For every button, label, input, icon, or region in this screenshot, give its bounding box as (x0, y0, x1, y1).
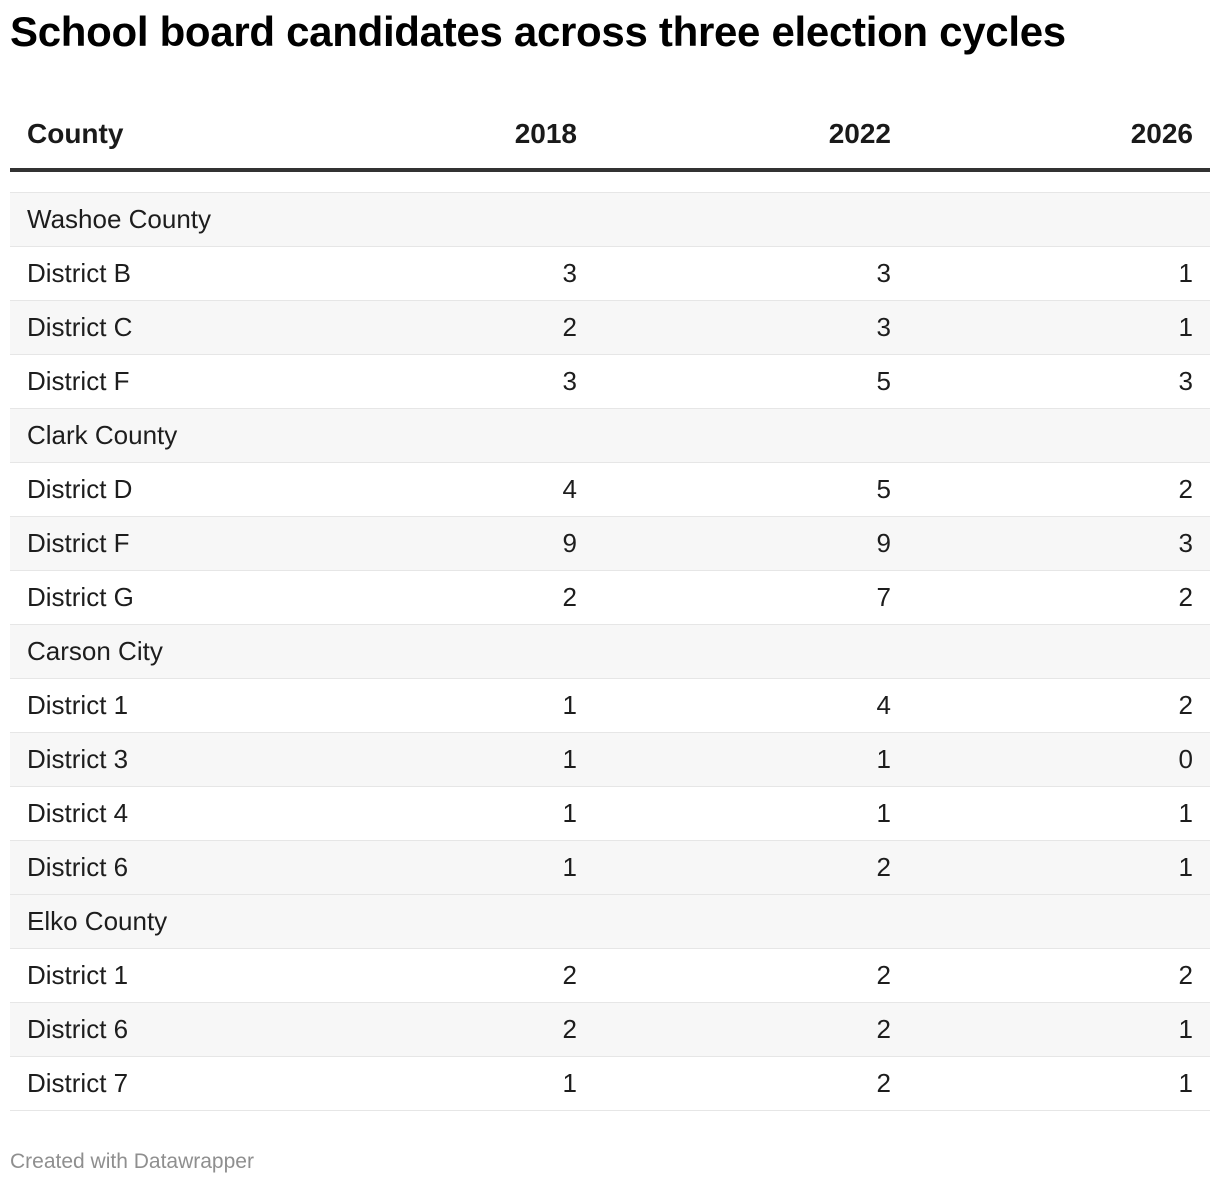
group-row: Carson City (10, 625, 1210, 679)
table-row: District 4 1 1 1 (10, 787, 1210, 841)
value-2018: 9 (562, 528, 577, 558)
column-header-2022[interactable]: 2022 (828, 118, 891, 149)
value-2018: 2 (562, 960, 577, 990)
group-label: Clark County (27, 420, 178, 450)
value-2018: 3 (562, 258, 577, 288)
table-row: District 1 2 2 2 (10, 949, 1210, 1003)
district-label: District F (27, 366, 130, 396)
value-2022: 9 (876, 528, 891, 558)
district-label: District 1 (27, 690, 129, 720)
value-2026: 1 (1178, 798, 1193, 828)
value-2026: 1 (1178, 312, 1193, 342)
table-row: District 3 1 1 0 (10, 733, 1210, 787)
value-2018: 1 (562, 852, 577, 882)
value-2022: 3 (876, 258, 891, 288)
district-label: District 6 (27, 1014, 129, 1044)
value-2022: 2 (876, 960, 891, 990)
column-header-2018[interactable]: 2018 (514, 118, 577, 149)
table-header: County 2018 2022 2026 (10, 104, 1210, 172)
value-2022: 1 (876, 744, 891, 774)
table-row: District F 9 9 3 (10, 517, 1210, 571)
district-label: District C (27, 312, 133, 342)
value-2026: 3 (1178, 366, 1193, 396)
value-2018: 2 (562, 312, 577, 342)
value-2018: 1 (562, 744, 577, 774)
table-row: District C 2 3 1 (10, 301, 1210, 355)
table-row: District G 2 7 2 (10, 571, 1210, 625)
table-row: District 7 1 2 1 (10, 1057, 1210, 1111)
header-spacer (10, 172, 1210, 193)
value-2026: 1 (1178, 258, 1193, 288)
value-2026: 3 (1178, 528, 1193, 558)
value-2018: 4 (562, 474, 577, 504)
group-label: Elko County (27, 906, 168, 936)
district-label: District D (27, 474, 133, 504)
value-2022: 2 (876, 1014, 891, 1044)
table-row: District B 3 3 1 (10, 247, 1210, 301)
value-2026: 2 (1178, 582, 1193, 612)
district-label: District 4 (27, 798, 129, 828)
value-2022: 5 (876, 474, 891, 504)
table-row: District 1 1 4 2 (10, 679, 1210, 733)
chart-title: School board candidates across three ele… (10, 8, 1066, 55)
district-label: District 1 (27, 960, 129, 990)
data-table: County 2018 2022 2026 Washoe County Distr… (10, 104, 1210, 1111)
value-2018: 2 (562, 582, 577, 612)
value-2018: 1 (562, 1068, 577, 1098)
table-row: District D 4 5 2 (10, 463, 1210, 517)
district-label: District 6 (27, 852, 129, 882)
column-header-2026[interactable]: 2026 (1130, 118, 1193, 149)
table-row: District 6 1 2 1 (10, 841, 1210, 895)
value-2026: 2 (1178, 474, 1193, 504)
district-label: District G (27, 582, 134, 612)
value-2026: 1 (1178, 1014, 1193, 1044)
column-header-county[interactable]: County (27, 118, 124, 149)
value-2022: 2 (876, 852, 891, 882)
value-2018: 1 (562, 690, 577, 720)
group-row: Clark County (10, 409, 1210, 463)
district-label: District 7 (27, 1068, 129, 1098)
value-2022: 5 (876, 366, 891, 396)
value-2022: 1 (876, 798, 891, 828)
table-row: District F 3 5 3 (10, 355, 1210, 409)
value-2022: 2 (876, 1068, 891, 1098)
value-2018: 3 (562, 366, 577, 396)
value-2018: 2 (562, 1014, 577, 1044)
value-2026: 2 (1178, 690, 1193, 720)
table-row: District 6 2 2 1 (10, 1003, 1210, 1057)
group-row: Elko County (10, 895, 1210, 949)
value-2026: 0 (1178, 744, 1193, 774)
group-row: Washoe County (10, 193, 1210, 247)
value-2022: 4 (876, 690, 891, 720)
district-label: District F (27, 528, 130, 558)
value-2026: 1 (1178, 852, 1193, 882)
value-2022: 7 (876, 582, 891, 612)
group-label: Washoe County (27, 204, 212, 234)
value-2022: 3 (876, 312, 891, 342)
group-label: Carson City (27, 636, 163, 666)
district-label: District 3 (27, 744, 129, 774)
district-label: District B (27, 258, 131, 288)
value-2026: 1 (1178, 1068, 1193, 1098)
value-2026: 2 (1178, 960, 1193, 990)
value-2018: 1 (562, 798, 577, 828)
credit-footer: Created with Datawrapper (10, 1150, 254, 1173)
